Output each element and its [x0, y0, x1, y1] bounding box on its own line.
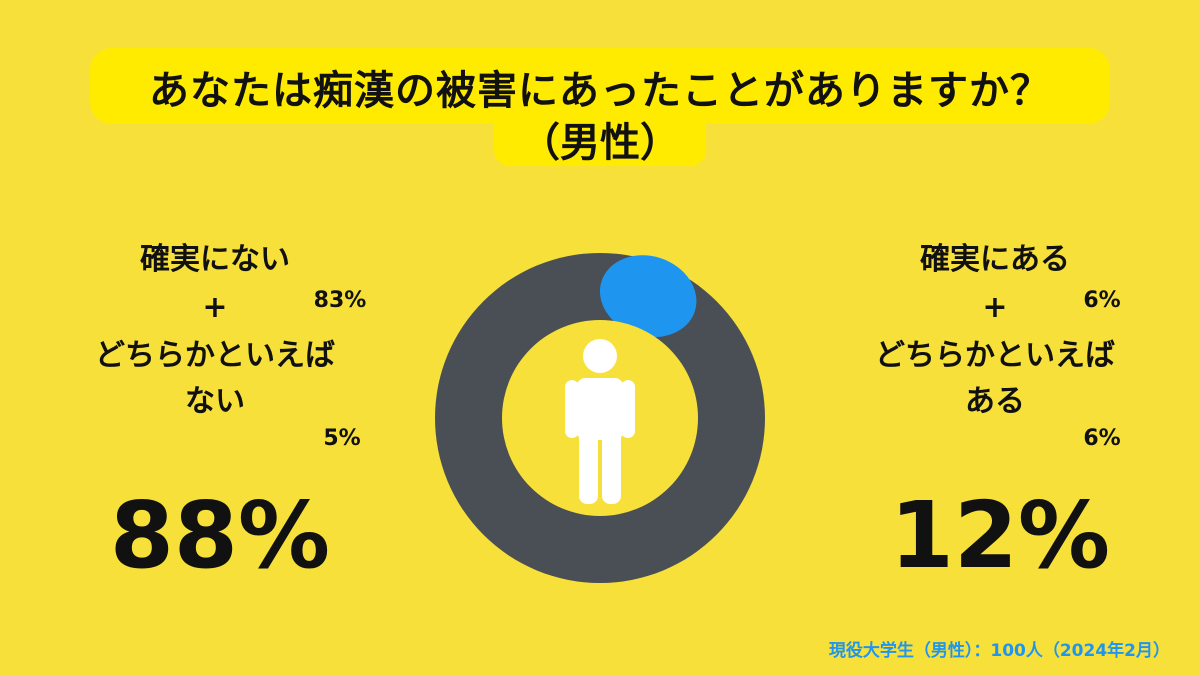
- chart-subtitle: （男性）: [520, 120, 680, 166]
- person-icon: [565, 339, 635, 504]
- left-pct-1: 83%: [313, 288, 367, 313]
- left-total: 88%: [109, 482, 331, 589]
- right-plus: +: [982, 290, 1008, 325]
- right-pct-1: 6%: [1083, 288, 1121, 313]
- slice-ある: [599, 255, 697, 338]
- chart-title: あなたは痴漢の被害にあったことがありますか？: [149, 68, 1051, 114]
- right-total: 12%: [889, 482, 1111, 589]
- right-category-2: どちらかといえば: [875, 338, 1115, 373]
- right-pct-2: 6%: [1083, 426, 1121, 451]
- title-area: あなたは痴漢の被害にあったことがありますか？ （男性）: [0, 0, 1200, 180]
- title-highlight-sub: [494, 110, 706, 166]
- left-pct-2: 5%: [323, 426, 361, 451]
- left-category-2-cont: ない: [185, 384, 245, 419]
- left-category-1: 確実にない: [140, 242, 290, 277]
- right-category-1: 確実にある: [920, 242, 1070, 277]
- left-plus: +: [202, 290, 228, 325]
- footnote: 現役大学生（男性）：100人（2024年2月）: [828, 641, 1170, 661]
- right-category-2-cont: ある: [965, 384, 1025, 419]
- left-category-2: どちらかといえば: [95, 338, 335, 373]
